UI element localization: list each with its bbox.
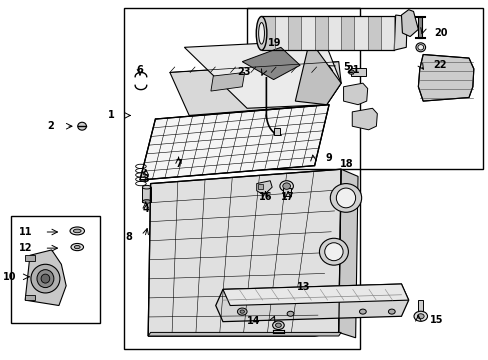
Ellipse shape <box>142 185 151 189</box>
Polygon shape <box>393 15 407 50</box>
Text: 21: 21 <box>346 65 359 75</box>
Text: 6: 6 <box>136 65 143 75</box>
Polygon shape <box>343 83 367 105</box>
Text: 23: 23 <box>237 67 250 77</box>
Text: 3: 3 <box>142 174 149 184</box>
Bar <box>283 188 290 196</box>
Ellipse shape <box>258 23 264 44</box>
Polygon shape <box>338 169 357 338</box>
Ellipse shape <box>286 311 293 316</box>
Polygon shape <box>314 17 327 50</box>
Polygon shape <box>169 62 341 116</box>
Text: 12: 12 <box>19 243 32 253</box>
Ellipse shape <box>41 274 50 283</box>
Polygon shape <box>341 17 354 50</box>
Text: 5: 5 <box>343 62 349 72</box>
Ellipse shape <box>387 309 394 314</box>
Ellipse shape <box>275 323 281 327</box>
Text: 16: 16 <box>258 192 272 202</box>
Polygon shape <box>25 295 35 300</box>
Ellipse shape <box>256 17 266 50</box>
Polygon shape <box>210 72 244 91</box>
Bar <box>274 128 279 135</box>
Text: 7: 7 <box>175 159 182 169</box>
Polygon shape <box>295 40 341 105</box>
Ellipse shape <box>272 321 284 329</box>
Ellipse shape <box>336 188 355 208</box>
Text: 18: 18 <box>339 159 352 169</box>
Text: 17: 17 <box>281 192 294 202</box>
Bar <box>350 68 365 76</box>
Ellipse shape <box>37 270 54 288</box>
Ellipse shape <box>417 314 423 319</box>
Polygon shape <box>301 17 314 50</box>
Text: 11: 11 <box>19 227 32 237</box>
Text: 1: 1 <box>107 111 114 121</box>
Ellipse shape <box>31 264 60 293</box>
Bar <box>249 69 319 137</box>
Polygon shape <box>242 47 300 80</box>
Bar <box>142 187 151 202</box>
Ellipse shape <box>359 309 366 314</box>
Text: 13: 13 <box>297 282 310 292</box>
Bar <box>11 216 100 323</box>
Bar <box>418 17 421 39</box>
Polygon shape <box>184 40 341 108</box>
Polygon shape <box>25 255 35 261</box>
Ellipse shape <box>78 122 86 130</box>
Text: 10: 10 <box>3 272 17 282</box>
Polygon shape <box>148 332 341 336</box>
Ellipse shape <box>70 227 84 235</box>
Ellipse shape <box>413 311 427 321</box>
Bar <box>124 8 360 348</box>
Polygon shape <box>148 169 341 336</box>
Bar <box>246 8 483 169</box>
Ellipse shape <box>319 238 347 265</box>
Polygon shape <box>261 17 274 50</box>
Polygon shape <box>287 17 301 50</box>
Polygon shape <box>367 17 380 50</box>
Text: 4: 4 <box>142 204 149 214</box>
Text: 14: 14 <box>246 316 260 325</box>
Polygon shape <box>351 108 377 130</box>
Ellipse shape <box>240 310 244 313</box>
Ellipse shape <box>329 184 361 212</box>
Polygon shape <box>401 10 418 37</box>
Polygon shape <box>418 54 473 101</box>
Ellipse shape <box>237 308 246 315</box>
Polygon shape <box>380 17 393 50</box>
Text: 2: 2 <box>47 121 54 131</box>
Text: 19: 19 <box>268 39 281 48</box>
Polygon shape <box>256 181 272 194</box>
Ellipse shape <box>417 45 423 50</box>
Polygon shape <box>25 250 66 306</box>
Polygon shape <box>215 284 408 321</box>
Bar <box>257 184 262 189</box>
Ellipse shape <box>279 181 293 192</box>
Text: 15: 15 <box>429 315 443 325</box>
Ellipse shape <box>324 243 343 261</box>
Ellipse shape <box>142 200 151 203</box>
Text: 22: 22 <box>432 60 446 70</box>
Ellipse shape <box>71 243 83 251</box>
Ellipse shape <box>73 229 81 233</box>
Polygon shape <box>140 105 328 180</box>
Ellipse shape <box>415 43 425 52</box>
Ellipse shape <box>282 183 290 189</box>
Text: 9: 9 <box>325 153 331 163</box>
Text: 8: 8 <box>125 232 132 242</box>
Text: 20: 20 <box>433 28 447 38</box>
Polygon shape <box>223 284 408 306</box>
Polygon shape <box>327 17 341 50</box>
Ellipse shape <box>74 246 80 249</box>
Bar <box>418 300 422 315</box>
Polygon shape <box>274 17 287 50</box>
Polygon shape <box>354 17 367 50</box>
Ellipse shape <box>347 70 353 74</box>
